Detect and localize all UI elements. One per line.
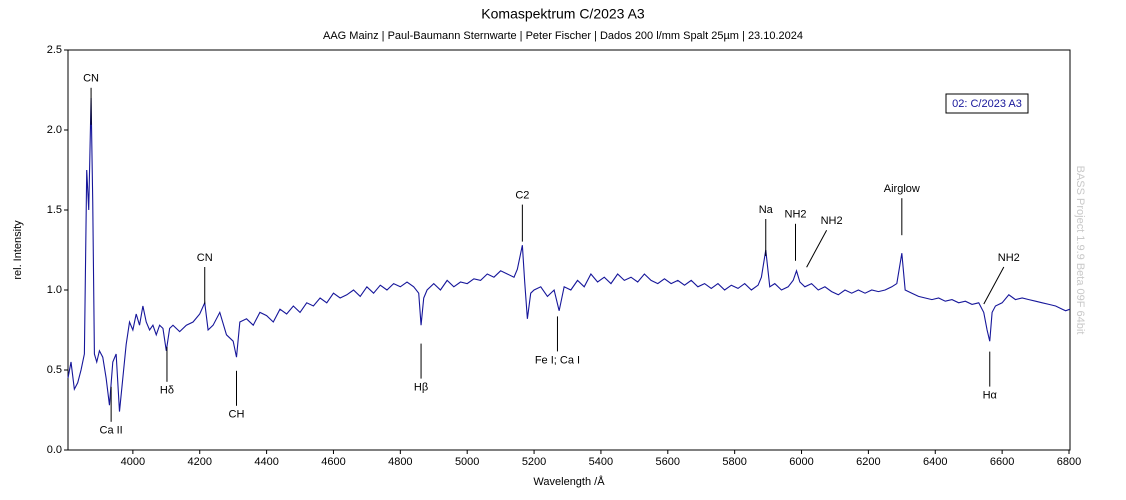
y-tick-label: 1.0	[47, 284, 62, 296]
x-tick-label: 6600	[990, 456, 1014, 468]
annotation-label: Ca II	[100, 425, 123, 437]
x-tick-label: 4000	[121, 456, 145, 468]
x-tick-label: 5400	[589, 456, 613, 468]
legend-label: 02: C/2023 A3	[952, 98, 1022, 110]
y-tick-label: 2.0	[47, 124, 62, 136]
x-tick-label: 5800	[722, 456, 746, 468]
annotation-line	[983, 266, 1005, 305]
x-tick-label: 4200	[187, 456, 211, 468]
annotation-label: Hα	[983, 390, 998, 402]
plot-frame	[67, 49, 1071, 451]
x-tick-label: 5200	[522, 456, 546, 468]
watermark: BASS Project 1.9.9 Beta 09F 64bit	[1074, 166, 1086, 335]
chart-title: Komaspektrum C/2023 A3	[481, 6, 645, 22]
annotation-label: NH2	[785, 209, 807, 221]
x-tick-label: 6200	[856, 456, 880, 468]
legend-box	[945, 93, 1029, 114]
annotation-label: CN	[83, 73, 99, 85]
x-tick-label: 4600	[321, 456, 345, 468]
y-axis-label: rel. Intensity	[12, 220, 24, 280]
x-tick-label: 6400	[923, 456, 947, 468]
x-axis-label: Wavelength /Å	[533, 475, 605, 488]
y-tick-label: 1.5	[47, 204, 62, 216]
y-tick-label: 0.0	[47, 444, 62, 456]
y-tick-label: 0.5	[47, 364, 62, 376]
x-tick-label: 4800	[388, 456, 412, 468]
annotation-label: NH2	[998, 252, 1020, 264]
y-tick-label: 2.5	[47, 44, 62, 56]
spectrum-line	[67, 97, 1071, 412]
annotation-label: C2	[515, 190, 529, 202]
x-tick-label: 4400	[254, 456, 278, 468]
x-tick-label: 6000	[789, 456, 813, 468]
annotation-label: NH2	[821, 215, 843, 227]
annotation-label: CH	[229, 409, 245, 421]
annotation-label: Na	[759, 204, 774, 216]
chart-subtitle: AAG Mainz | Paul-Baumann Sternwarte | Pe…	[323, 30, 803, 42]
annotation-label: Hδ	[160, 385, 174, 397]
annotation-label: Fe I; Ca I	[535, 354, 580, 366]
annotation-label: Hβ	[414, 382, 428, 394]
x-tick-label: 6800	[1057, 456, 1081, 468]
annotation-label: Airglow	[884, 183, 920, 195]
annotation-line	[806, 229, 828, 268]
x-tick-label: 5600	[656, 456, 680, 468]
annotation-label: CN	[197, 252, 213, 264]
x-tick-label: 5000	[455, 456, 479, 468]
